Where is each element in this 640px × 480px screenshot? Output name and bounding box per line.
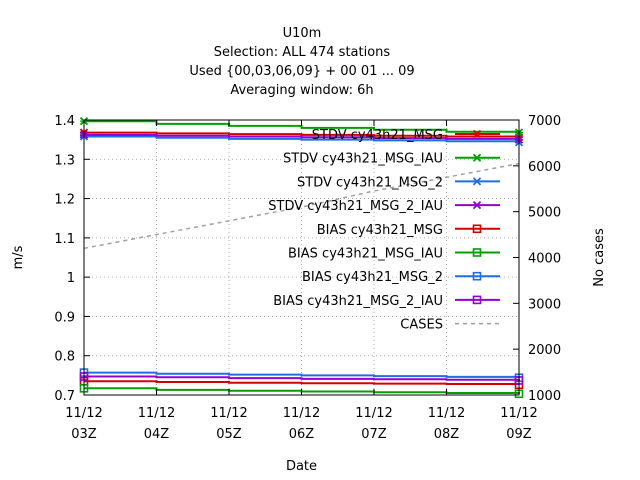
y2-tick-label: 6000 <box>528 160 561 175</box>
x-tick-label: 11/12 <box>210 406 247 421</box>
y2-axis: 1000 2000 3000 4000 5000 6000 7000 <box>513 114 561 404</box>
y-tick-label: 1.3 <box>54 153 75 168</box>
title-line: Used {00,03,06,09} + 00 01 ... 09 <box>189 64 414 79</box>
x-tick-label: 11/12 <box>428 406 465 421</box>
x-tick-label: 03Z <box>71 427 97 442</box>
data-point <box>472 248 482 257</box>
data-point <box>472 224 482 234</box>
legend-label: CASES <box>400 318 443 333</box>
y-tick-label: 0.7 <box>54 389 75 404</box>
legend: STDV cy43h21_MSG STDV cy43h21_MSG_IAU STDV… <box>268 128 500 333</box>
series-line <box>84 375 520 381</box>
y-tick-label: 0.8 <box>54 350 75 365</box>
y2-axis-label: No cases <box>592 228 607 287</box>
y2-tick-label: 3000 <box>528 297 561 312</box>
y2-tick-label: 2000 <box>528 343 561 358</box>
series-line <box>84 133 520 140</box>
y-axis: 0.7 0.8 0.9 1 1.1 1.2 1.3 1.4 <box>54 114 90 404</box>
series-line <box>84 131 520 138</box>
legend-label: BIAS cy43h21_MSG <box>317 223 443 238</box>
x-tick-label: 04Z <box>144 427 170 442</box>
x-axis-label: Date <box>286 459 317 474</box>
x-tick-label: 11/12 <box>283 406 320 421</box>
y-tick-label: 1.2 <box>54 193 75 208</box>
y2-tick-label: 5000 <box>528 206 561 221</box>
data-point <box>472 129 482 139</box>
legend-label: BIAS cy43h21_MSG_2_IAU <box>273 294 443 309</box>
data-point <box>472 271 482 281</box>
x-tick-label: 05Z <box>216 427 242 442</box>
title-line: Averaging window: 6h <box>230 83 373 98</box>
title-line: Selection: ALL 474 stations <box>214 45 391 60</box>
legend-label: STDV cy43h21_MSG <box>312 128 443 143</box>
series-line <box>83 162 520 250</box>
data-point <box>472 200 482 210</box>
y-axis-label: m/s <box>11 245 26 269</box>
x-tick-label: 11/12 <box>138 406 175 421</box>
legend-label: STDV cy43h21_MSG_2_IAU <box>268 199 443 214</box>
y-tick-label: 0.9 <box>54 310 75 325</box>
x-tick-label: 06Z <box>289 427 315 442</box>
x-tick-label: 11/12 <box>500 406 537 421</box>
x-axis: 11/12 03Z 11/12 04Z 11/12 05Z 11/12 06Z 11/12 07Z… <box>65 120 538 442</box>
data-point <box>472 295 482 305</box>
data-point <box>472 177 482 186</box>
series-line <box>84 380 520 385</box>
data-point <box>472 153 482 162</box>
series-line <box>84 371 520 378</box>
chart-title: U10m Selection: ALL 474 stations Used {00,… <box>189 26 414 98</box>
series-line <box>84 135 520 143</box>
legend-label: BIAS cy43h21_MSG_IAU <box>288 247 443 262</box>
series-layer <box>79 117 524 399</box>
x-tick-label: 08Z <box>434 427 460 442</box>
legend-label: BIAS cy43h21_MSG_2 <box>302 270 443 285</box>
title-line: U10m <box>283 26 322 41</box>
y-tick-label: 1.4 <box>54 114 75 129</box>
y2-tick-label: 1000 <box>528 389 561 404</box>
x-tick-label: 07Z <box>361 427 387 442</box>
x-tick-label: 11/12 <box>65 406 102 421</box>
y2-tick-label: 4000 <box>528 252 561 267</box>
y-tick-label: 1 <box>67 271 75 286</box>
x-tick-label: 11/12 <box>355 406 392 421</box>
y2-tick-label: 7000 <box>528 114 561 129</box>
grid <box>84 120 519 395</box>
y-tick-label: 1.1 <box>54 232 75 247</box>
legend-label: STDV cy43h21_MSG_IAU <box>283 152 443 167</box>
legend-label: STDV cy43h21_MSG_2 <box>297 175 443 190</box>
x-tick-label: 09Z <box>506 427 532 442</box>
